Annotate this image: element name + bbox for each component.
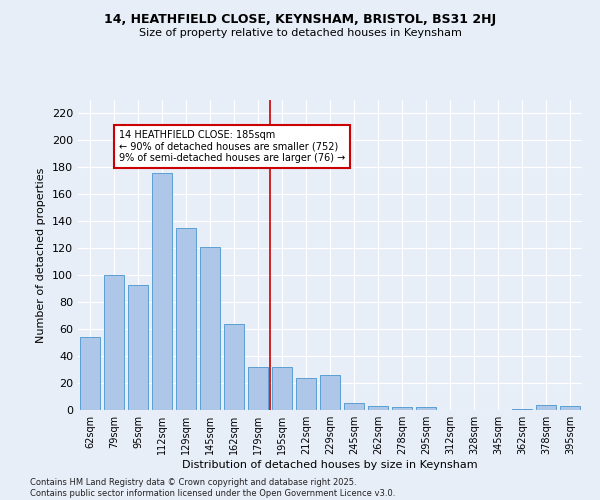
Y-axis label: Number of detached properties: Number of detached properties [37,168,46,342]
Bar [248,367,268,410]
Bar [104,275,124,410]
Bar [368,406,388,410]
Text: 14, HEATHFIELD CLOSE, KEYNSHAM, BRISTOL, BS31 2HJ: 14, HEATHFIELD CLOSE, KEYNSHAM, BRISTOL,… [104,12,496,26]
Bar [200,247,220,410]
Bar [272,367,292,410]
Text: Size of property relative to detached houses in Keynsham: Size of property relative to detached ho… [139,28,461,38]
Bar [344,404,364,410]
Bar [416,408,436,410]
Text: Contains HM Land Registry data © Crown copyright and database right 2025.
Contai: Contains HM Land Registry data © Crown c… [30,478,395,498]
Bar [152,173,172,410]
X-axis label: Distribution of detached houses by size in Keynsham: Distribution of detached houses by size … [182,460,478,470]
Bar [512,408,532,410]
Bar [536,404,556,410]
Bar [320,375,340,410]
Bar [224,324,244,410]
Text: 14 HEATHFIELD CLOSE: 185sqm
← 90% of detached houses are smaller (752)
9% of sem: 14 HEATHFIELD CLOSE: 185sqm ← 90% of det… [119,130,345,163]
Bar [560,406,580,410]
Bar [80,337,100,410]
Bar [392,408,412,410]
Bar [176,228,196,410]
Bar [296,378,316,410]
Bar [128,284,148,410]
